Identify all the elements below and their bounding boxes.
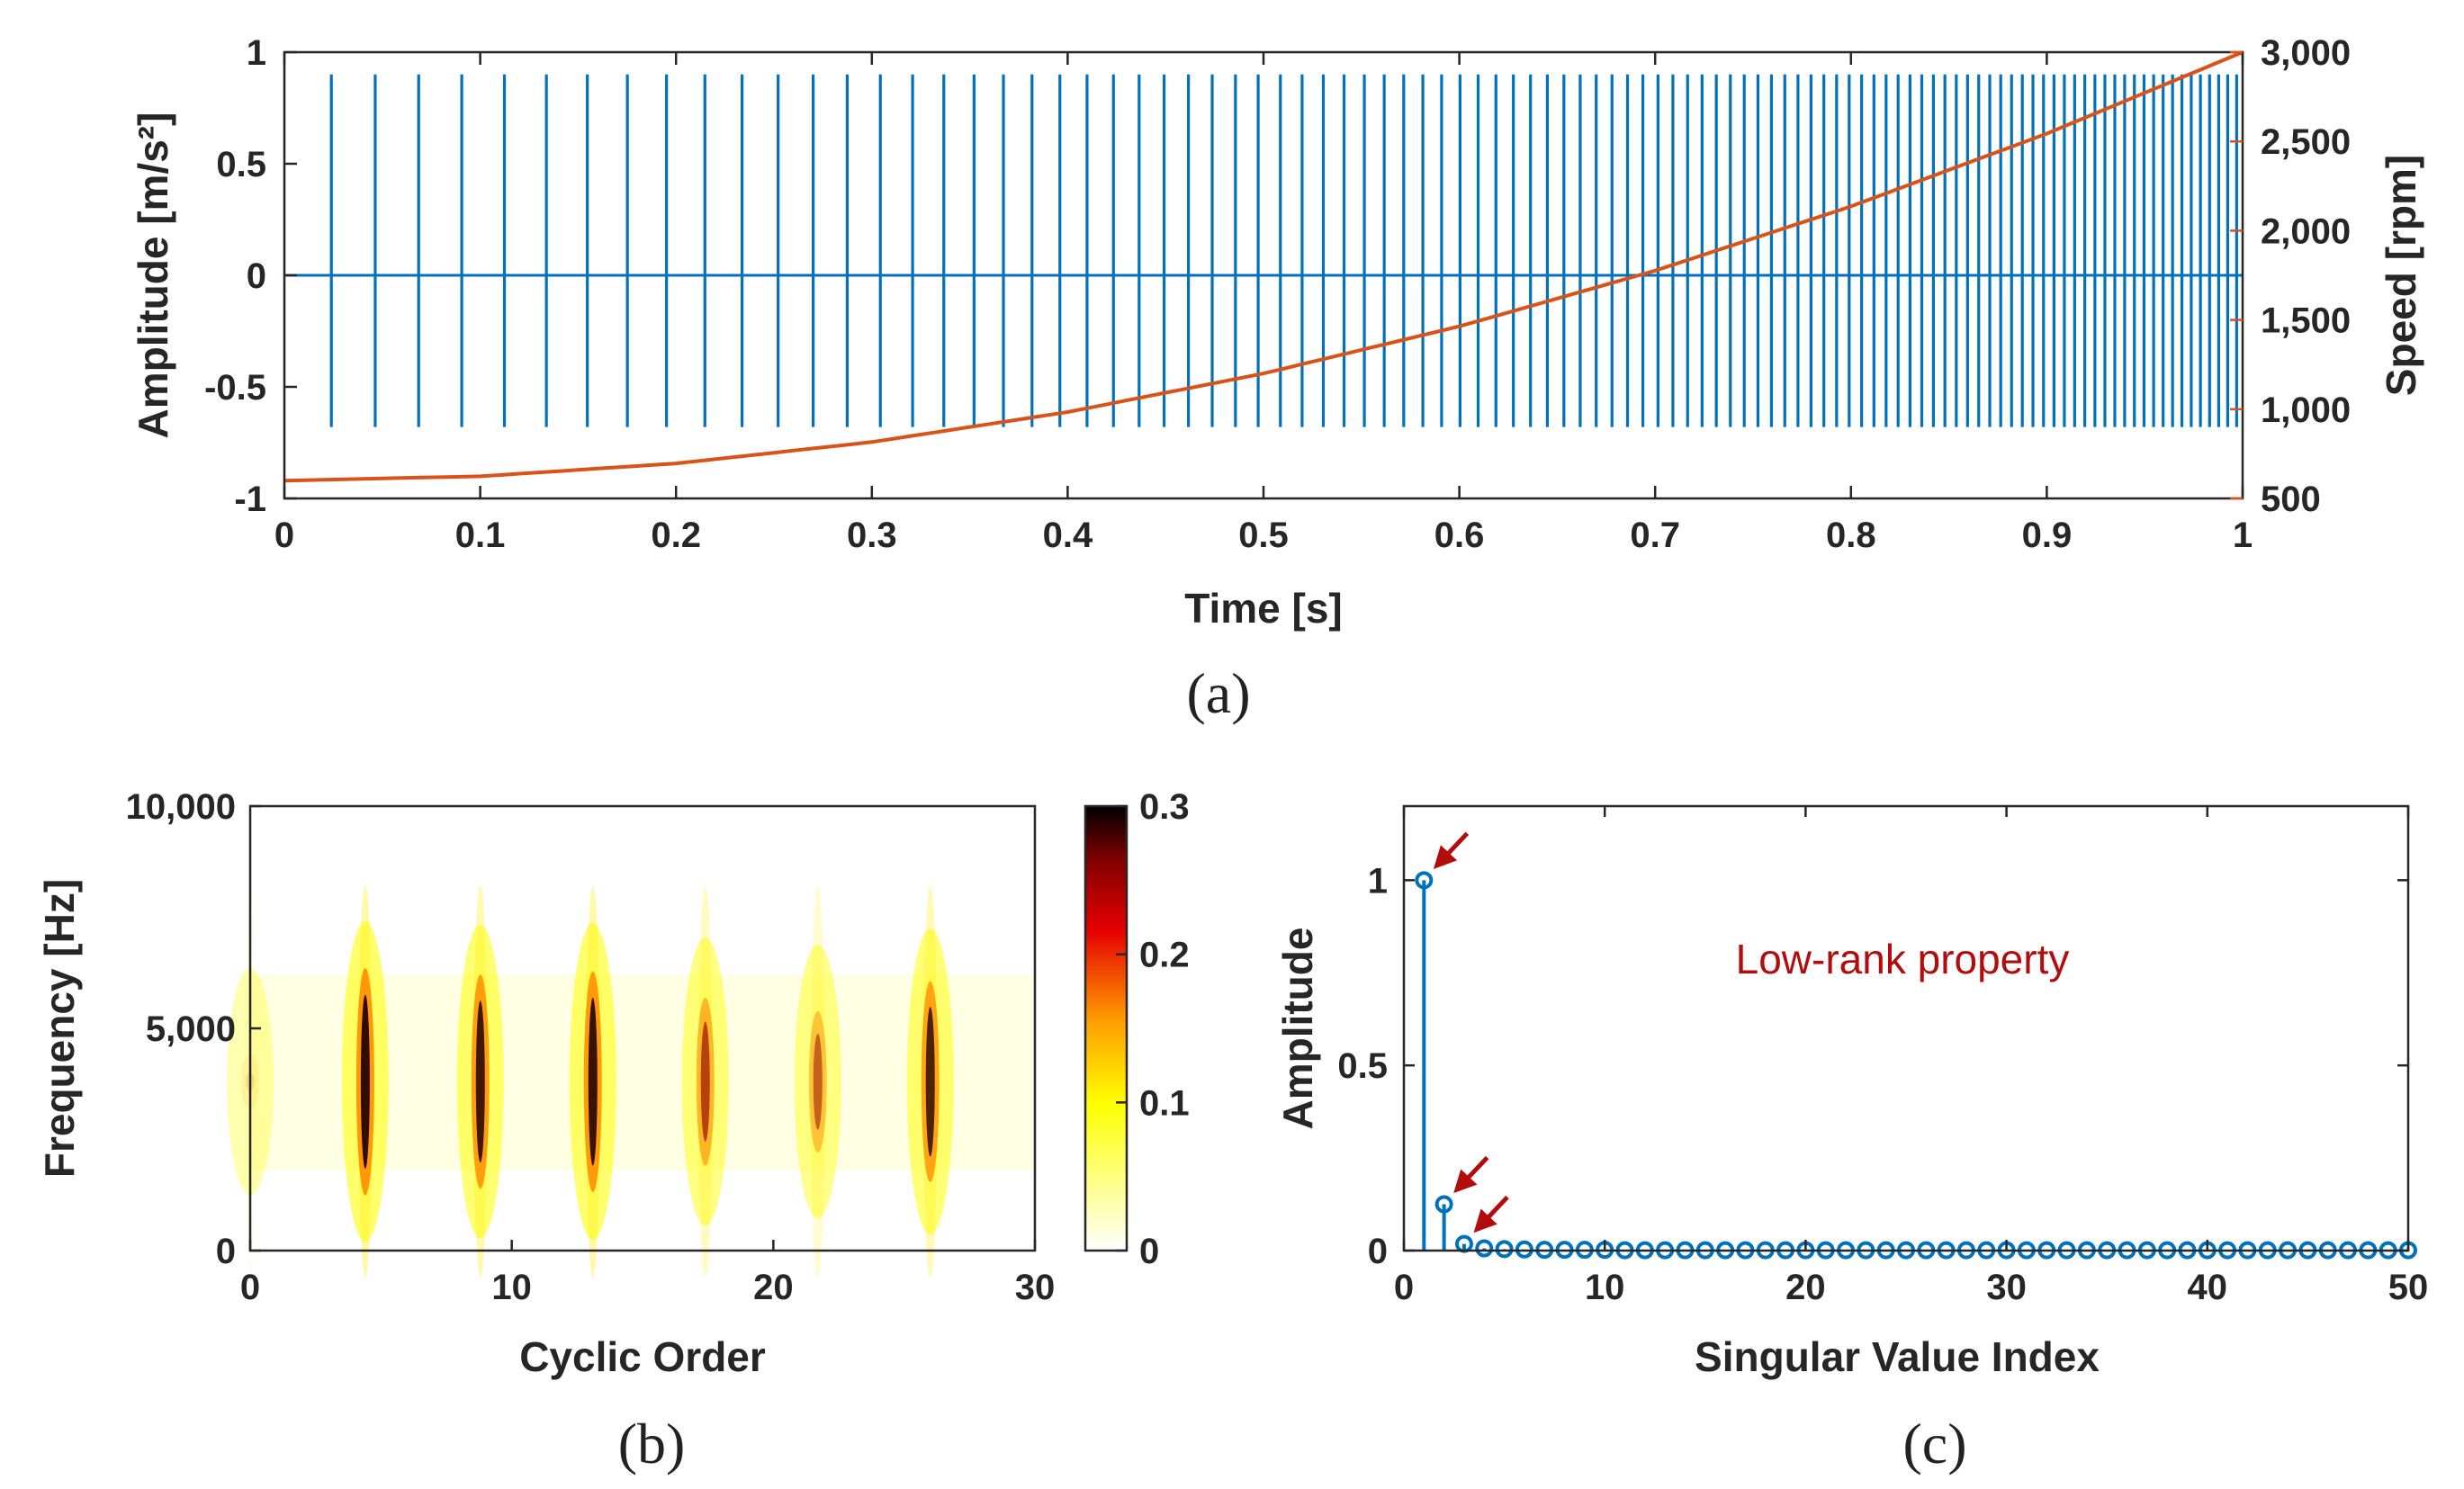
band-core: [475, 1000, 485, 1163]
y-tick-label: 5,000: [146, 1009, 236, 1049]
x-tick-label: 10: [491, 1268, 532, 1307]
panel-c-x-ticks: 0 10 20 30 40 50: [1394, 806, 2428, 1307]
x-tick-label: 0.9: [2022, 516, 2073, 555]
panel-b-x-label: Cyclic Order: [519, 1333, 766, 1380]
colorbar-ticks: 0 0.1 0.2 0.3: [1116, 787, 1190, 1271]
y-tick-label: 10,000: [126, 787, 236, 827]
panel-c-frame: [1402, 804, 2410, 1252]
stem-marker: [1434, 1195, 1453, 1214]
panel-b-heatmap: 0 10 20 30 0 5,000 10,000 0 0.1 0.2 0.3 Cyclic O…: [36, 787, 1190, 1476]
stem-marker: [1475, 1239, 1494, 1258]
right-y-tick-label: 1,000: [2261, 390, 2351, 430]
stem-marker: [1495, 1240, 1514, 1259]
panel-a-time-signal: 0 0.1 0.2 0.3 0.4 0.5 0.6 0.7 0.8 0.9 1 -1 -0.5 0 0.5…: [130, 33, 2424, 725]
right-y-tick-label: 2,000: [2261, 211, 2351, 251]
low-rank-annotation: Low-rank property: [1736, 936, 2070, 982]
x-tick-label: 0.3: [847, 516, 897, 555]
x-tick-label: 10: [1585, 1268, 1625, 1307]
x-tick-label: 0: [1394, 1268, 1414, 1307]
x-tick-label: 30: [1986, 1268, 2027, 1307]
panel-a-right-y-ticks: 500 1,000 1,500 2,000 2,500 3,000: [2230, 33, 2351, 519]
x-tick-label: 0: [240, 1268, 260, 1307]
x-tick-label: 30: [1015, 1268, 1056, 1307]
colorbar-tick-label: 0.1: [1139, 1083, 1190, 1123]
band-core: [813, 1033, 823, 1130]
x-tick-label: 40: [2188, 1268, 2228, 1307]
colorbar-tick-label: 0: [1139, 1232, 1159, 1271]
left-y-tick-label: 0.5: [216, 145, 266, 184]
y-tick-label: 0: [1368, 1232, 1388, 1271]
x-tick-label: 0.5: [1238, 516, 1289, 555]
panel-a-left-y-ticks: -1 -0.5 0 0.5 1: [204, 33, 297, 519]
x-tick-label: 0: [274, 516, 294, 555]
panel-c-y-ticks: 00.51: [1337, 861, 2408, 1271]
y-tick-label: 1: [1368, 861, 1388, 901]
left-y-tick-label: 0: [247, 256, 266, 296]
x-tick-label: 50: [2388, 1268, 2429, 1307]
x-tick-label: 20: [753, 1268, 794, 1307]
right-y-tick-label: 500: [2261, 480, 2321, 519]
x-tick-label: 0.1: [455, 516, 506, 555]
band-core: [588, 997, 598, 1166]
annotation-arrow: [1453, 1155, 1489, 1194]
panel-a-left-y-label: Amplitude [m/s²]: [130, 112, 176, 439]
x-tick-label: 0.6: [1434, 516, 1485, 555]
left-y-tick-label: -1: [234, 480, 266, 519]
x-tick-label: 0.8: [1826, 516, 1876, 555]
panel-a-right-y-label: Speed [rpm]: [2378, 155, 2424, 396]
speed-curve: [283, 50, 2244, 483]
heatmap-bands: [227, 885, 1035, 1278]
panel-b-y-ticks: 0 5,000 10,000: [126, 787, 261, 1271]
panel-a-x-label: Time [s]: [1184, 585, 1343, 632]
singular-value-stems: [1415, 871, 2417, 1260]
panel-c-x-label: Singular Value Index: [1695, 1333, 2100, 1380]
annotation-arrow: [1473, 1195, 1509, 1233]
panel-c-y-label: Amplitude: [1274, 928, 1321, 1130]
band-core: [925, 1006, 935, 1157]
colorbar: [1084, 804, 1129, 1252]
x-tick-label: 0.4: [1043, 516, 1093, 555]
amplitude-impulse-series: [284, 74, 2243, 427]
annotation-arrows: [1433, 831, 1509, 1233]
band-core: [360, 994, 370, 1169]
y-tick-label: 0: [216, 1232, 236, 1271]
panel-a-caption: (a): [1186, 661, 1250, 725]
panel-c-singular-values: 0 10 20 30 40 50 00.51 Low-rank property Sing…: [1274, 804, 2428, 1476]
panel-b-x-ticks: 0 10 20 30: [240, 1240, 1055, 1307]
right-y-tick-label: 1,500: [2261, 301, 2351, 341]
panel-b-y-label: Frequency [Hz]: [36, 879, 83, 1178]
annotation-arrow: [1433, 831, 1470, 869]
stem-marker: [1415, 871, 1434, 890]
left-y-tick-label: 1: [247, 33, 266, 73]
x-tick-label: 0.7: [1630, 516, 1680, 555]
x-tick-label: 20: [1785, 1268, 1826, 1307]
panel-a-x-ticks: 0 0.1 0.2 0.3 0.4 0.5 0.6 0.7 0.8 0.9 1: [274, 52, 2253, 555]
x-tick-label: 1: [2233, 516, 2253, 555]
colorbar-tick-label: 0.3: [1139, 787, 1190, 827]
left-y-tick-label: -0.5: [204, 368, 266, 408]
right-y-tick-label: 3,000: [2261, 33, 2351, 73]
right-y-tick-label: 2,500: [2261, 122, 2351, 162]
colorbar-tick-label: 0.2: [1139, 936, 1190, 975]
panel-c-caption: (c): [1902, 1412, 1966, 1476]
panel-b-caption: (b): [618, 1412, 686, 1476]
y-tick-label: 0.5: [1337, 1046, 1388, 1086]
x-tick-label: 0.2: [651, 516, 701, 555]
band-core: [700, 1021, 710, 1142]
